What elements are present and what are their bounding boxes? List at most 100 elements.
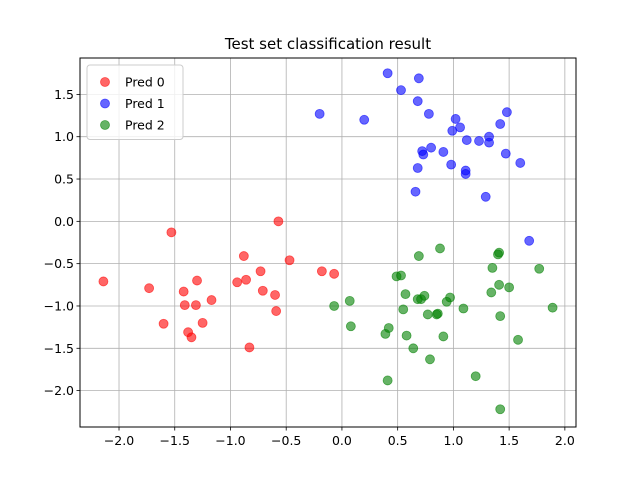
legend-marker	[100, 120, 110, 130]
data-point	[455, 122, 465, 133]
series-2	[329, 243, 558, 415]
data-point	[534, 263, 545, 274]
y-tick-label: 0.5	[54, 172, 74, 187]
data-point	[495, 119, 506, 129]
data-point	[500, 148, 511, 159]
data-point	[144, 283, 155, 294]
data-point	[178, 286, 189, 297]
data-point	[179, 300, 190, 311]
data-point	[513, 334, 523, 345]
data-point	[426, 142, 437, 153]
data-point	[495, 311, 506, 322]
y-tick-label: −2.0	[44, 383, 74, 398]
legend-label: Pred 1	[125, 96, 165, 111]
data-point	[412, 163, 423, 173]
data-point	[255, 266, 266, 277]
data-point	[461, 135, 472, 145]
data-point	[435, 243, 445, 254]
data-point	[398, 304, 409, 315]
y-tick-label: 0.0	[54, 214, 74, 229]
data-point	[316, 266, 327, 277]
data-point	[423, 108, 434, 119]
data-point	[197, 318, 208, 328]
data-point	[419, 290, 430, 301]
data-point	[98, 276, 109, 287]
data-point	[329, 268, 340, 279]
data-point	[450, 114, 461, 124]
x-tick-label: 0.5	[388, 433, 408, 448]
legend-label: Pred 0	[125, 75, 165, 90]
data-point	[480, 191, 491, 202]
data-point	[383, 323, 394, 333]
chart-title: Test set classification result	[224, 35, 431, 53]
legend: Pred 0 Pred 1 Pred 2	[86, 64, 184, 140]
data-point	[470, 371, 481, 382]
data-point	[382, 68, 393, 79]
data-point	[446, 159, 457, 170]
data-point	[166, 227, 177, 238]
x-tick-label: −0.5	[271, 433, 301, 448]
data-point	[524, 235, 535, 246]
data-point	[438, 331, 449, 342]
data-point	[486, 287, 497, 298]
x-tick-label: −1.0	[215, 433, 245, 448]
data-point	[487, 262, 498, 273]
legend-marker	[100, 98, 110, 109]
y-tick-label: −1.5	[44, 341, 74, 356]
x-axis-ticks: −2.0 −1.5 −1.0 −0.5 0.0 0.5 1.0 1.5 2.0	[104, 427, 575, 448]
legend-box	[86, 64, 184, 140]
plot-frame	[79, 57, 577, 428]
data-points	[98, 68, 558, 415]
data-point	[396, 85, 406, 96]
x-tick-label: −1.5	[160, 433, 190, 448]
data-point	[273, 216, 284, 227]
data-point	[257, 285, 268, 296]
data-point	[314, 108, 325, 119]
x-tick-label: −2.0	[104, 433, 134, 448]
data-point	[345, 321, 356, 332]
data-point	[495, 404, 506, 415]
data-point	[445, 292, 455, 303]
data-point	[270, 290, 280, 300]
grid-lines	[80, 58, 576, 427]
data-point	[284, 255, 295, 266]
data-point	[413, 73, 424, 84]
data-point	[501, 107, 512, 118]
y-tick-label: 1.5	[54, 87, 74, 102]
x-tick-label: 2.0	[555, 433, 575, 448]
data-point	[484, 137, 494, 148]
y-tick-label: 1.0	[54, 129, 74, 144]
y-tick-label: −1.0	[44, 298, 74, 313]
data-point	[232, 277, 243, 288]
data-point	[408, 343, 419, 354]
data-point	[401, 330, 412, 341]
data-point	[329, 301, 340, 311]
data-point	[460, 169, 471, 179]
data-point	[382, 375, 393, 386]
data-point	[191, 300, 201, 311]
data-point	[238, 251, 249, 261]
data-point	[271, 306, 282, 316]
data-point	[494, 279, 504, 290]
data-point	[396, 270, 406, 281]
data-point	[418, 149, 429, 160]
legend-marker	[100, 77, 110, 87]
data-point	[504, 282, 515, 293]
x-tick-label: 1.0	[443, 433, 463, 448]
data-point	[410, 186, 421, 197]
data-point	[244, 342, 255, 353]
legend-label: Pred 2	[125, 118, 165, 133]
data-point	[344, 295, 355, 306]
data-point	[494, 247, 504, 258]
data-point	[474, 136, 484, 146]
data-point	[432, 308, 443, 319]
data-point	[186, 332, 197, 343]
data-point	[515, 158, 526, 168]
data-point	[400, 289, 411, 300]
data-point	[359, 114, 370, 125]
data-point	[158, 318, 169, 329]
data-point	[422, 309, 433, 320]
y-axis-ticks: −2.0 −1.5 −1.0 −0.5 0.0 0.5 1.0 1.5	[44, 87, 80, 398]
data-point	[425, 354, 435, 365]
